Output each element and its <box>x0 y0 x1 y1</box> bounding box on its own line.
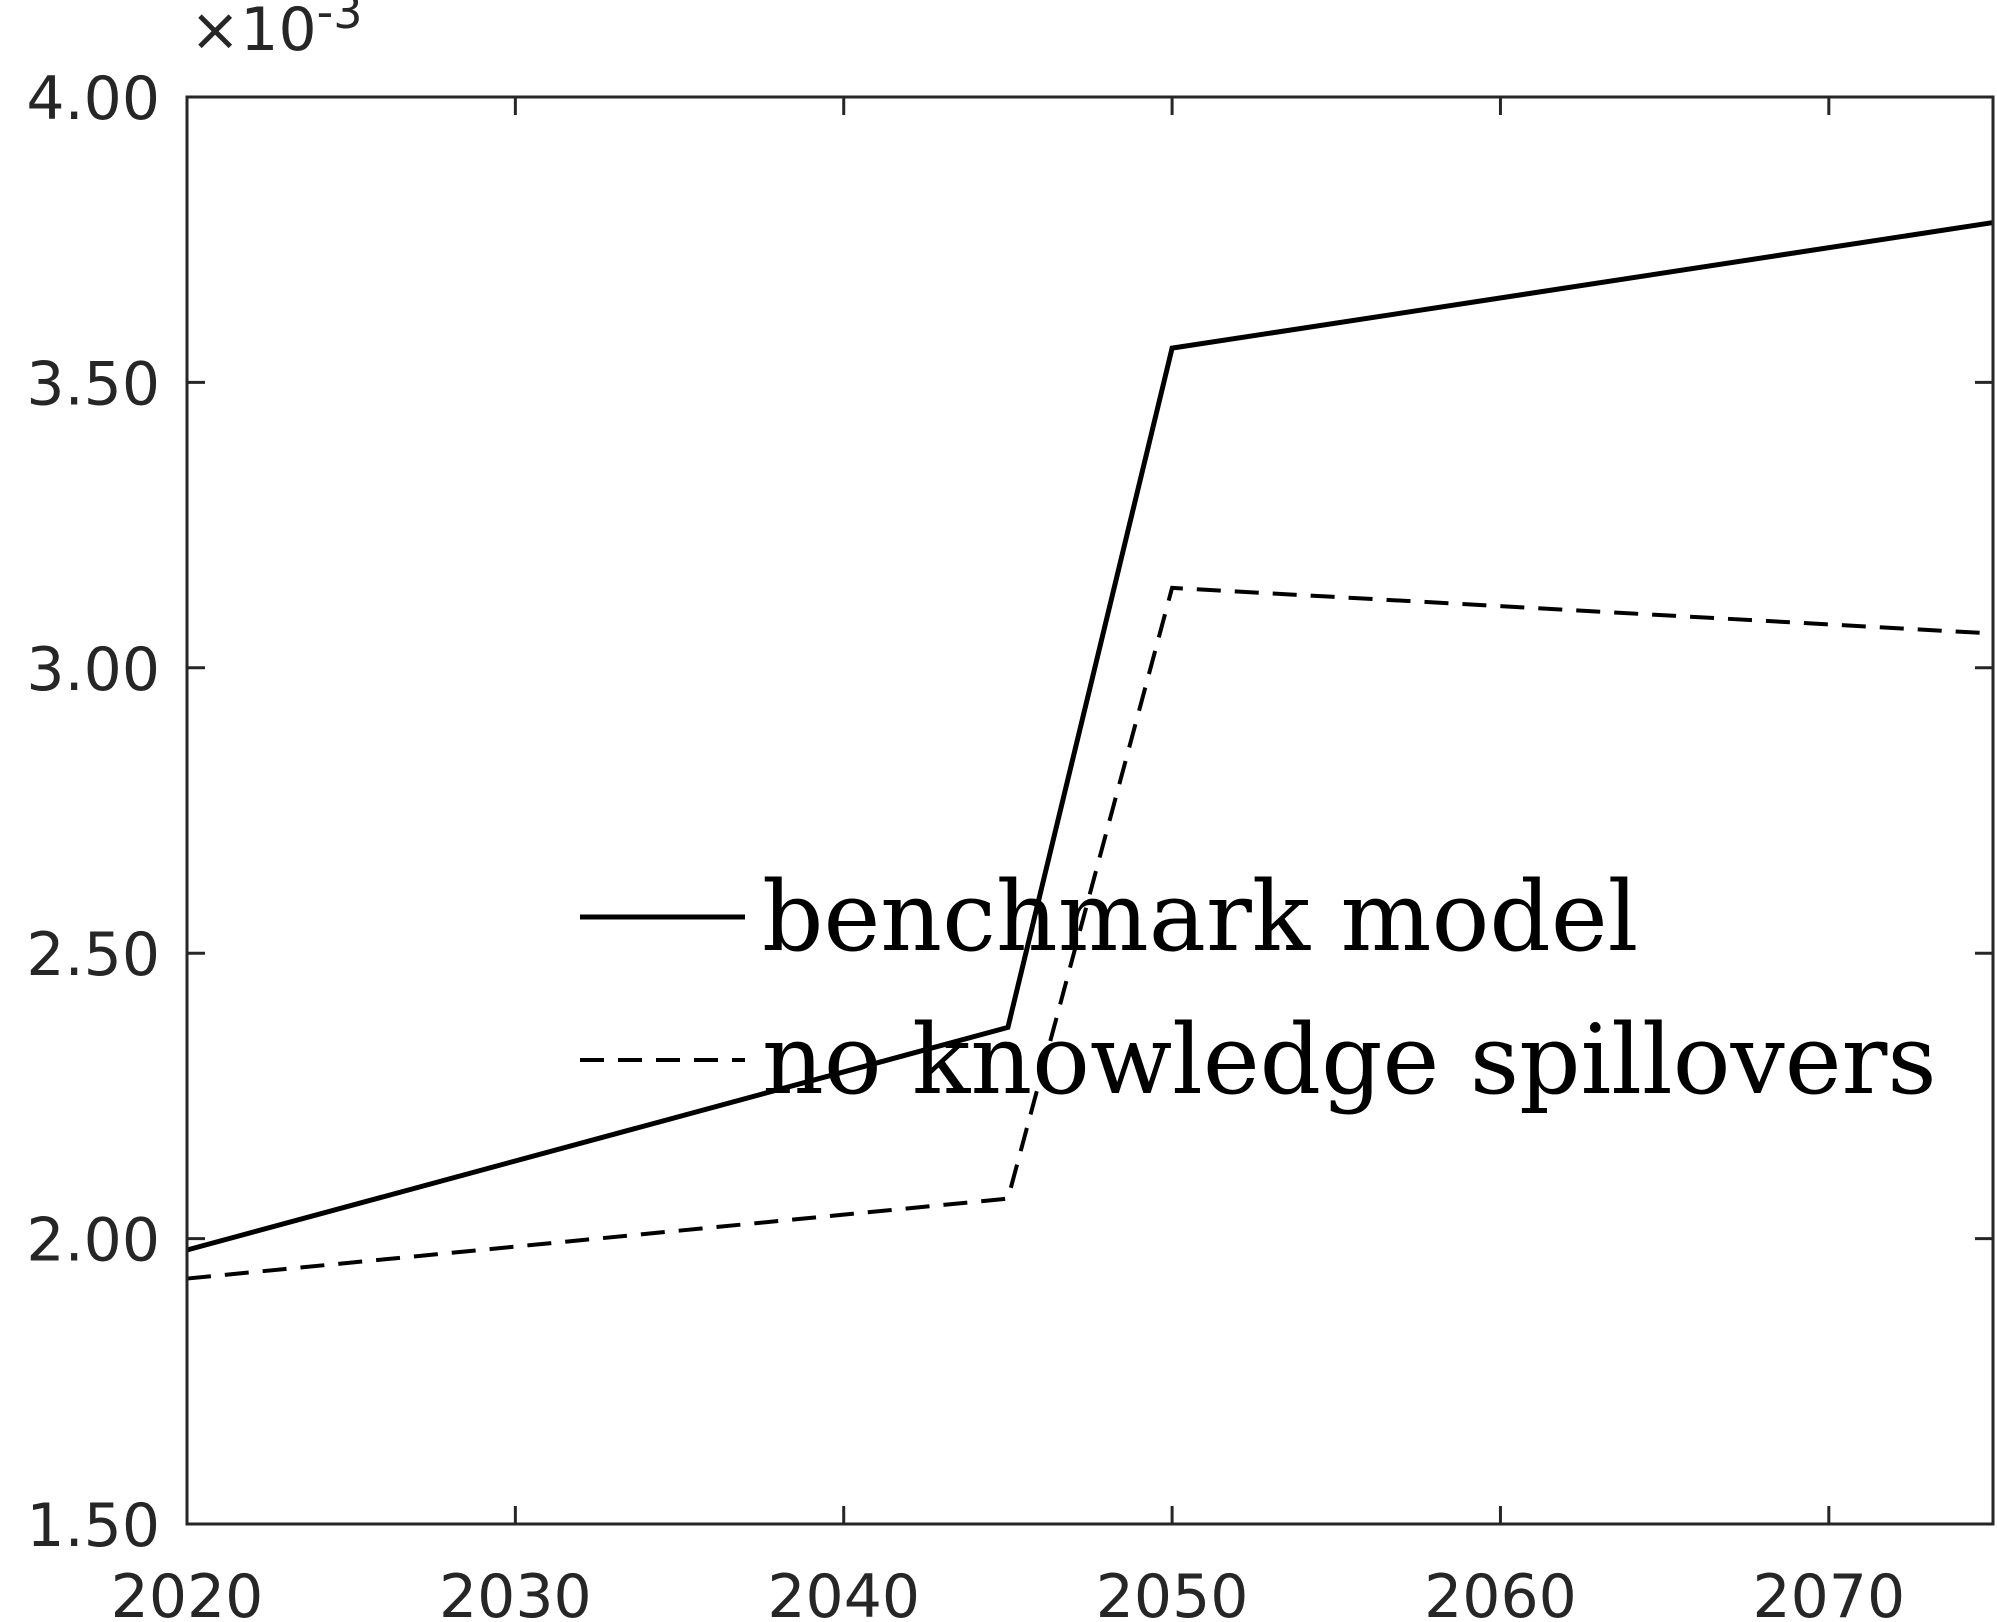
x-tick-label-1: 2030 <box>439 1562 592 1622</box>
y-exponent-power: -3 <box>317 0 363 39</box>
legend-label-no-spillovers: no knowledge spillovers <box>762 1004 1937 1116</box>
x-tick-label-2: 2040 <box>767 1562 920 1622</box>
y-exponent-times: × <box>190 0 240 65</box>
x-tick-labels: 2020 2030 2040 2050 2060 2070 <box>111 1562 1906 1622</box>
y-tick-label-3: 3.00 <box>26 635 160 705</box>
y-tick-labels: 1.50 2.00 2.50 3.00 3.50 4.00 <box>26 64 160 1561</box>
series-layer <box>186 220 1994 1281</box>
y-tick-label-4: 3.50 <box>26 349 160 419</box>
y-exponent-label: ×10-3 <box>190 0 363 65</box>
axes-box <box>185 95 1995 1526</box>
y-tick-label-0: 1.50 <box>26 1491 160 1561</box>
y-tick-label-5: 4.00 <box>26 64 160 134</box>
plot-area <box>187 97 1993 1524</box>
legend-label-benchmark: benchmark model <box>762 861 1638 973</box>
y-exponent-base: 10 <box>240 0 316 65</box>
ticks-layer <box>185 95 1993 1526</box>
series-line-0 <box>186 220 1994 1253</box>
y-tick-label-1: 2.00 <box>26 1206 160 1276</box>
x-tick-label-3: 2050 <box>1096 1562 1249 1622</box>
x-tick-label-0: 2020 <box>111 1562 264 1622</box>
series-line-1 <box>186 585 1994 1281</box>
legend: benchmark model no knowledge spillovers <box>580 861 1937 1116</box>
y-tick-label-2: 2.50 <box>26 920 160 990</box>
x-tick-label-5: 2070 <box>1752 1562 1905 1622</box>
x-tick-label-4: 2060 <box>1424 1562 1577 1622</box>
